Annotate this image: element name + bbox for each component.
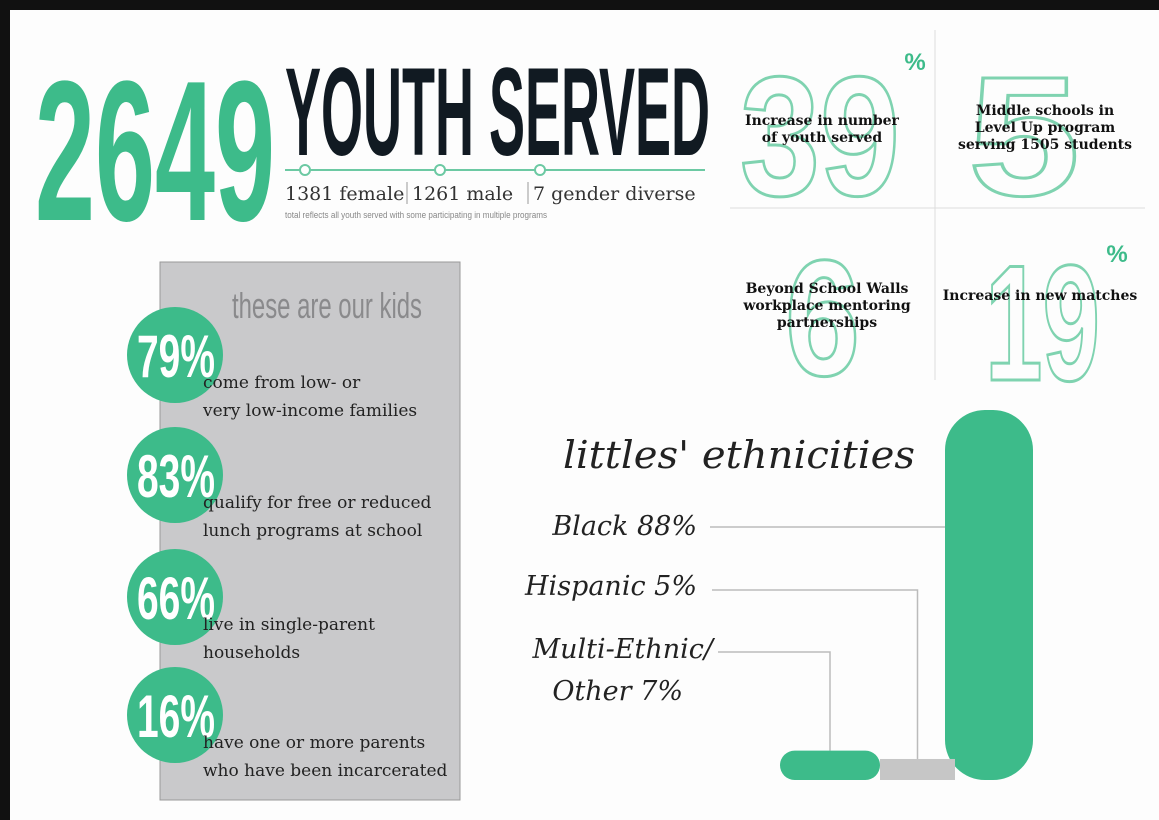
ethnicity-label: Multi-Ethnic/ — [532, 634, 716, 665]
stat-text: workplace mentoring — [742, 298, 911, 314]
stat-suffix: % — [904, 49, 925, 76]
breakdown-male: 1261 male — [412, 183, 513, 205]
stat-number: 19 — [985, 231, 1100, 415]
bar — [780, 750, 880, 780]
title: YOUTH SERVED — [285, 43, 710, 182]
stat-text: Increase in new matches — [943, 288, 1138, 304]
ethnicities-title: littles' ethnicities — [563, 433, 915, 477]
leader-line — [712, 589, 919, 759]
kid-stat: 79% — [137, 323, 215, 390]
kid-text: households — [203, 643, 300, 663]
stat-text: Level Up program — [975, 120, 1116, 136]
stat-text: Increase in number — [745, 113, 900, 129]
kids-title: these are our kids — [232, 285, 422, 326]
kid-text: have one or more parents — [203, 733, 425, 753]
stat-circle — [127, 549, 223, 645]
dot — [534, 164, 546, 176]
kid-text: live in single-parent — [203, 615, 375, 635]
dot — [434, 164, 446, 176]
kid-text: come from low- or — [203, 373, 361, 393]
stat-circle — [127, 427, 223, 523]
stat-number: 6 — [785, 226, 860, 410]
bar — [880, 758, 955, 780]
kid-stat: 66% — [137, 565, 215, 632]
bar — [945, 410, 1033, 780]
stat-circle — [127, 307, 223, 403]
ethnicity-label: Hispanic 5% — [524, 571, 697, 602]
ethnicity-label: Other 7% — [552, 676, 683, 707]
breakdown-diverse: 7 gender diverse — [533, 183, 696, 205]
dot — [299, 164, 311, 176]
kid-text: who have been incarcerated — [203, 761, 448, 781]
timeline — [285, 164, 705, 176]
stat-text: partnerships — [777, 315, 877, 331]
stat-text: Beyond School Walls — [746, 281, 909, 297]
total: 2649 — [35, 40, 275, 263]
leader-line — [718, 651, 831, 751]
kid-text: very low-income families — [202, 401, 417, 421]
note: total reflects all youth served with som… — [285, 210, 547, 220]
stat-number: 5 — [968, 42, 1080, 232]
stat-suffix: % — [1106, 241, 1127, 268]
kid-text: qualify for free or reduced — [203, 493, 432, 513]
stat-text: serving 1505 students — [958, 137, 1132, 153]
stat-circle — [127, 667, 223, 763]
breakdown-female: 1381 female — [285, 183, 404, 205]
ethnicity-label: Black 88% — [551, 511, 697, 542]
kid-text: lunch programs at school — [203, 521, 422, 541]
kid-stat: 16% — [137, 683, 215, 750]
stat-text: of youth served — [762, 130, 883, 146]
stat-number: 39 — [740, 42, 900, 232]
stat-text: Middle schools in — [976, 103, 1114, 119]
kid-stat: 83% — [137, 443, 215, 510]
